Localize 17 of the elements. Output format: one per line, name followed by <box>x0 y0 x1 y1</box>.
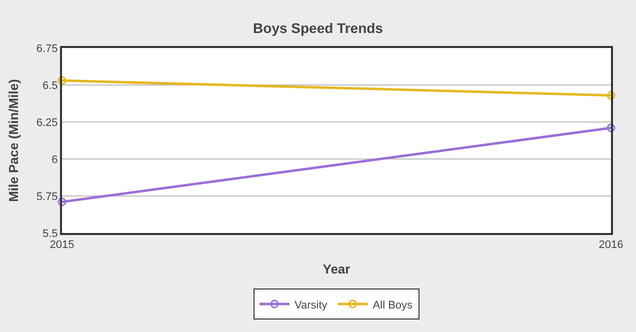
legend-label: Varsity <box>294 299 328 312</box>
y-tick-label: 6 <box>52 154 58 166</box>
point <box>58 198 66 206</box>
point <box>606 124 616 132</box>
y-tick-label: 5.75 <box>36 190 58 203</box>
point <box>606 91 616 100</box>
y-tick-label: 6.25 <box>36 116 58 129</box>
y-tick-label: 6.5 <box>42 80 58 92</box>
y-tick-label: 5.5 <box>42 228 58 240</box>
x-tick-label: 2015 <box>50 239 74 252</box>
x-axis-title: Year <box>322 261 350 276</box>
chart-title: Boys Speed Trends <box>253 20 384 36</box>
y-axis-title: Mile Pace (Min/Mile) <box>6 79 21 202</box>
point <box>58 76 66 85</box>
y-tick-label: 6.75 <box>36 42 58 55</box>
x-tick-label: 2016 <box>598 239 624 252</box>
legend-label: All Boys <box>372 299 414 312</box>
